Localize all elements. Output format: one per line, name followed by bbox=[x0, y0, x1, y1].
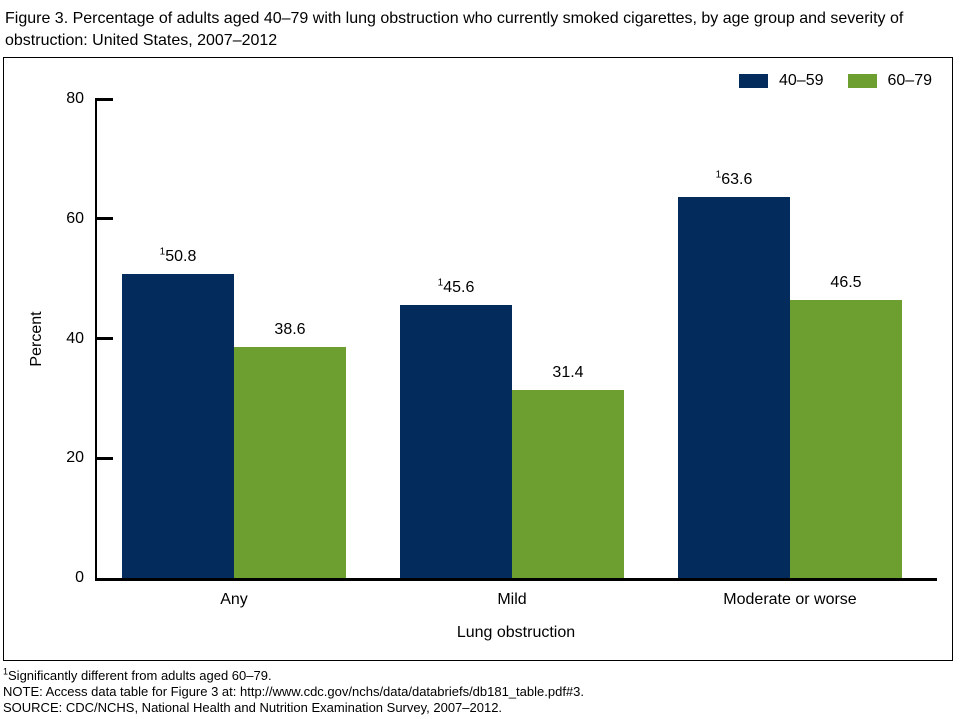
footnote-source: SOURCE: CDC/NCHS, National Health and Nu… bbox=[3, 700, 503, 715]
y-tick-label: 60 bbox=[66, 209, 84, 227]
x-category-label-Moderate or worse: Moderate or worse bbox=[723, 591, 857, 608]
y-tick bbox=[95, 217, 113, 221]
bar-40–59-Moderate or worse bbox=[678, 197, 790, 578]
bar-40–59-Any bbox=[122, 273, 234, 578]
legend-item-40-59: 40–59 bbox=[739, 72, 824, 90]
value-label-40–59-Moderate or worse: 163.6 bbox=[715, 169, 753, 189]
value-label-60–79-Moderate or worse: 46.5 bbox=[830, 273, 862, 291]
chart-area: 40–59 60–79 Percent 0 20 40 60 80 150.8 38.6 An… bbox=[3, 57, 953, 661]
x-category-label-Any: Any bbox=[220, 591, 248, 608]
value-label-40–59-Any: 150.8 bbox=[159, 246, 197, 265]
bar-60–79-Moderate or worse bbox=[790, 299, 902, 578]
y-tick-label: 80 bbox=[66, 90, 84, 107]
y-tick-label: 20 bbox=[66, 449, 84, 467]
footnotes: 1Significantly different from adults age… bbox=[3, 666, 960, 716]
legend-swatch-series-0 bbox=[739, 74, 768, 88]
legend-label-series-0: 40–59 bbox=[779, 72, 824, 89]
legend-item-60-79: 60–79 bbox=[847, 72, 933, 90]
bar-60–79-Any bbox=[234, 346, 346, 578]
y-tick bbox=[95, 337, 113, 340]
y-tick bbox=[95, 97, 113, 101]
y-tick-label: 0 bbox=[75, 569, 84, 586]
value-label-40–59-Mild: 145.6 bbox=[437, 277, 475, 296]
bar-60–79-Mild bbox=[512, 389, 624, 578]
y-tick-label: 40 bbox=[66, 329, 84, 347]
footnote-note: NOTE: Access data table for Figure 3 at:… bbox=[3, 684, 585, 699]
footnote-significance: 1Significantly different from adults age… bbox=[3, 666, 272, 683]
x-axis-title: Lung obstruction bbox=[456, 624, 576, 641]
legend-label-series-1: 60–79 bbox=[887, 72, 933, 89]
legend: 40–59 60–79 bbox=[739, 72, 932, 90]
x-axis-line bbox=[95, 578, 937, 581]
value-label-60–79-Any: 38.6 bbox=[274, 320, 306, 338]
y-tick bbox=[95, 456, 113, 460]
bar-40–59-Mild bbox=[400, 304, 512, 578]
legend-swatch-series-1 bbox=[847, 74, 877, 88]
figure-title: Figure 3. Percentage of adults aged 40–7… bbox=[5, 10, 904, 49]
x-category-label-Mild: Mild bbox=[497, 591, 527, 608]
footnote-sup: 1 bbox=[3, 666, 9, 677]
value-label-60–79-Mild: 31.4 bbox=[552, 363, 584, 381]
